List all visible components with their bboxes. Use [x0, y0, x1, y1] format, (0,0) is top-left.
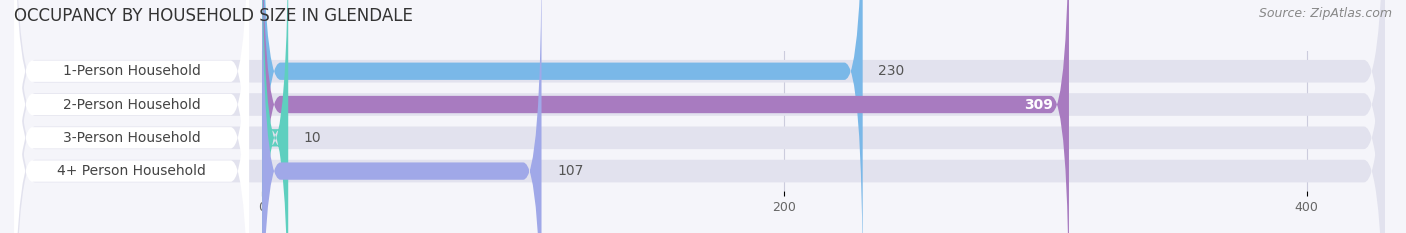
Text: 309: 309 [1025, 98, 1053, 112]
Text: 3-Person Household: 3-Person Household [63, 131, 201, 145]
FancyBboxPatch shape [14, 0, 1385, 233]
Text: 4+ Person Household: 4+ Person Household [58, 164, 207, 178]
FancyBboxPatch shape [14, 0, 1385, 233]
FancyBboxPatch shape [262, 0, 541, 233]
FancyBboxPatch shape [262, 0, 1069, 233]
FancyBboxPatch shape [262, 0, 288, 233]
Text: OCCUPANCY BY HOUSEHOLD SIZE IN GLENDALE: OCCUPANCY BY HOUSEHOLD SIZE IN GLENDALE [14, 7, 413, 25]
FancyBboxPatch shape [14, 0, 249, 233]
FancyBboxPatch shape [14, 0, 249, 233]
Text: 1-Person Household: 1-Person Household [63, 64, 201, 78]
FancyBboxPatch shape [14, 0, 1385, 233]
FancyBboxPatch shape [14, 0, 249, 233]
Text: 230: 230 [879, 64, 904, 78]
Text: Source: ZipAtlas.com: Source: ZipAtlas.com [1258, 7, 1392, 20]
FancyBboxPatch shape [262, 0, 863, 233]
FancyBboxPatch shape [14, 0, 1385, 233]
FancyBboxPatch shape [14, 0, 249, 233]
Text: 2-Person Household: 2-Person Household [63, 98, 201, 112]
Text: 107: 107 [557, 164, 583, 178]
Text: 10: 10 [304, 131, 322, 145]
